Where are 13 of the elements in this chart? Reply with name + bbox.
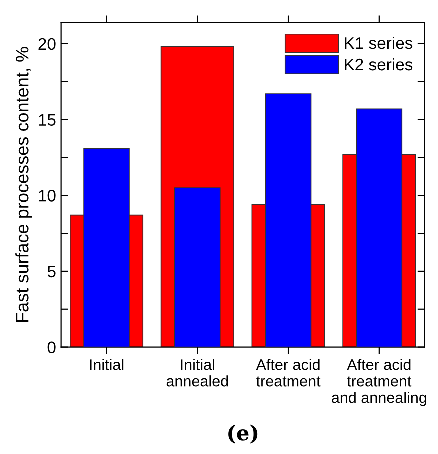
y-tick-label: 20 <box>38 38 56 50</box>
y-tick-label: 0 <box>48 342 56 354</box>
text: (e) <box>228 424 258 444</box>
x-tick-label: Initial annealed <box>166 359 228 387</box>
legend-label: K1 series <box>345 36 413 50</box>
x-tick-label: Initial <box>90 359 124 370</box>
y-tick-label: 10 <box>39 190 56 202</box>
x-tick-label: After acid treatment and annealing <box>332 359 426 406</box>
y-tick-label: 5 <box>48 266 56 278</box>
x-tick-label: After acid treatment <box>256 359 321 387</box>
legend-label: K2 series <box>345 58 413 71</box>
y-axis-title: Fast surface processes content, % <box>16 47 32 322</box>
y-tick-label: 15 <box>39 114 56 126</box>
